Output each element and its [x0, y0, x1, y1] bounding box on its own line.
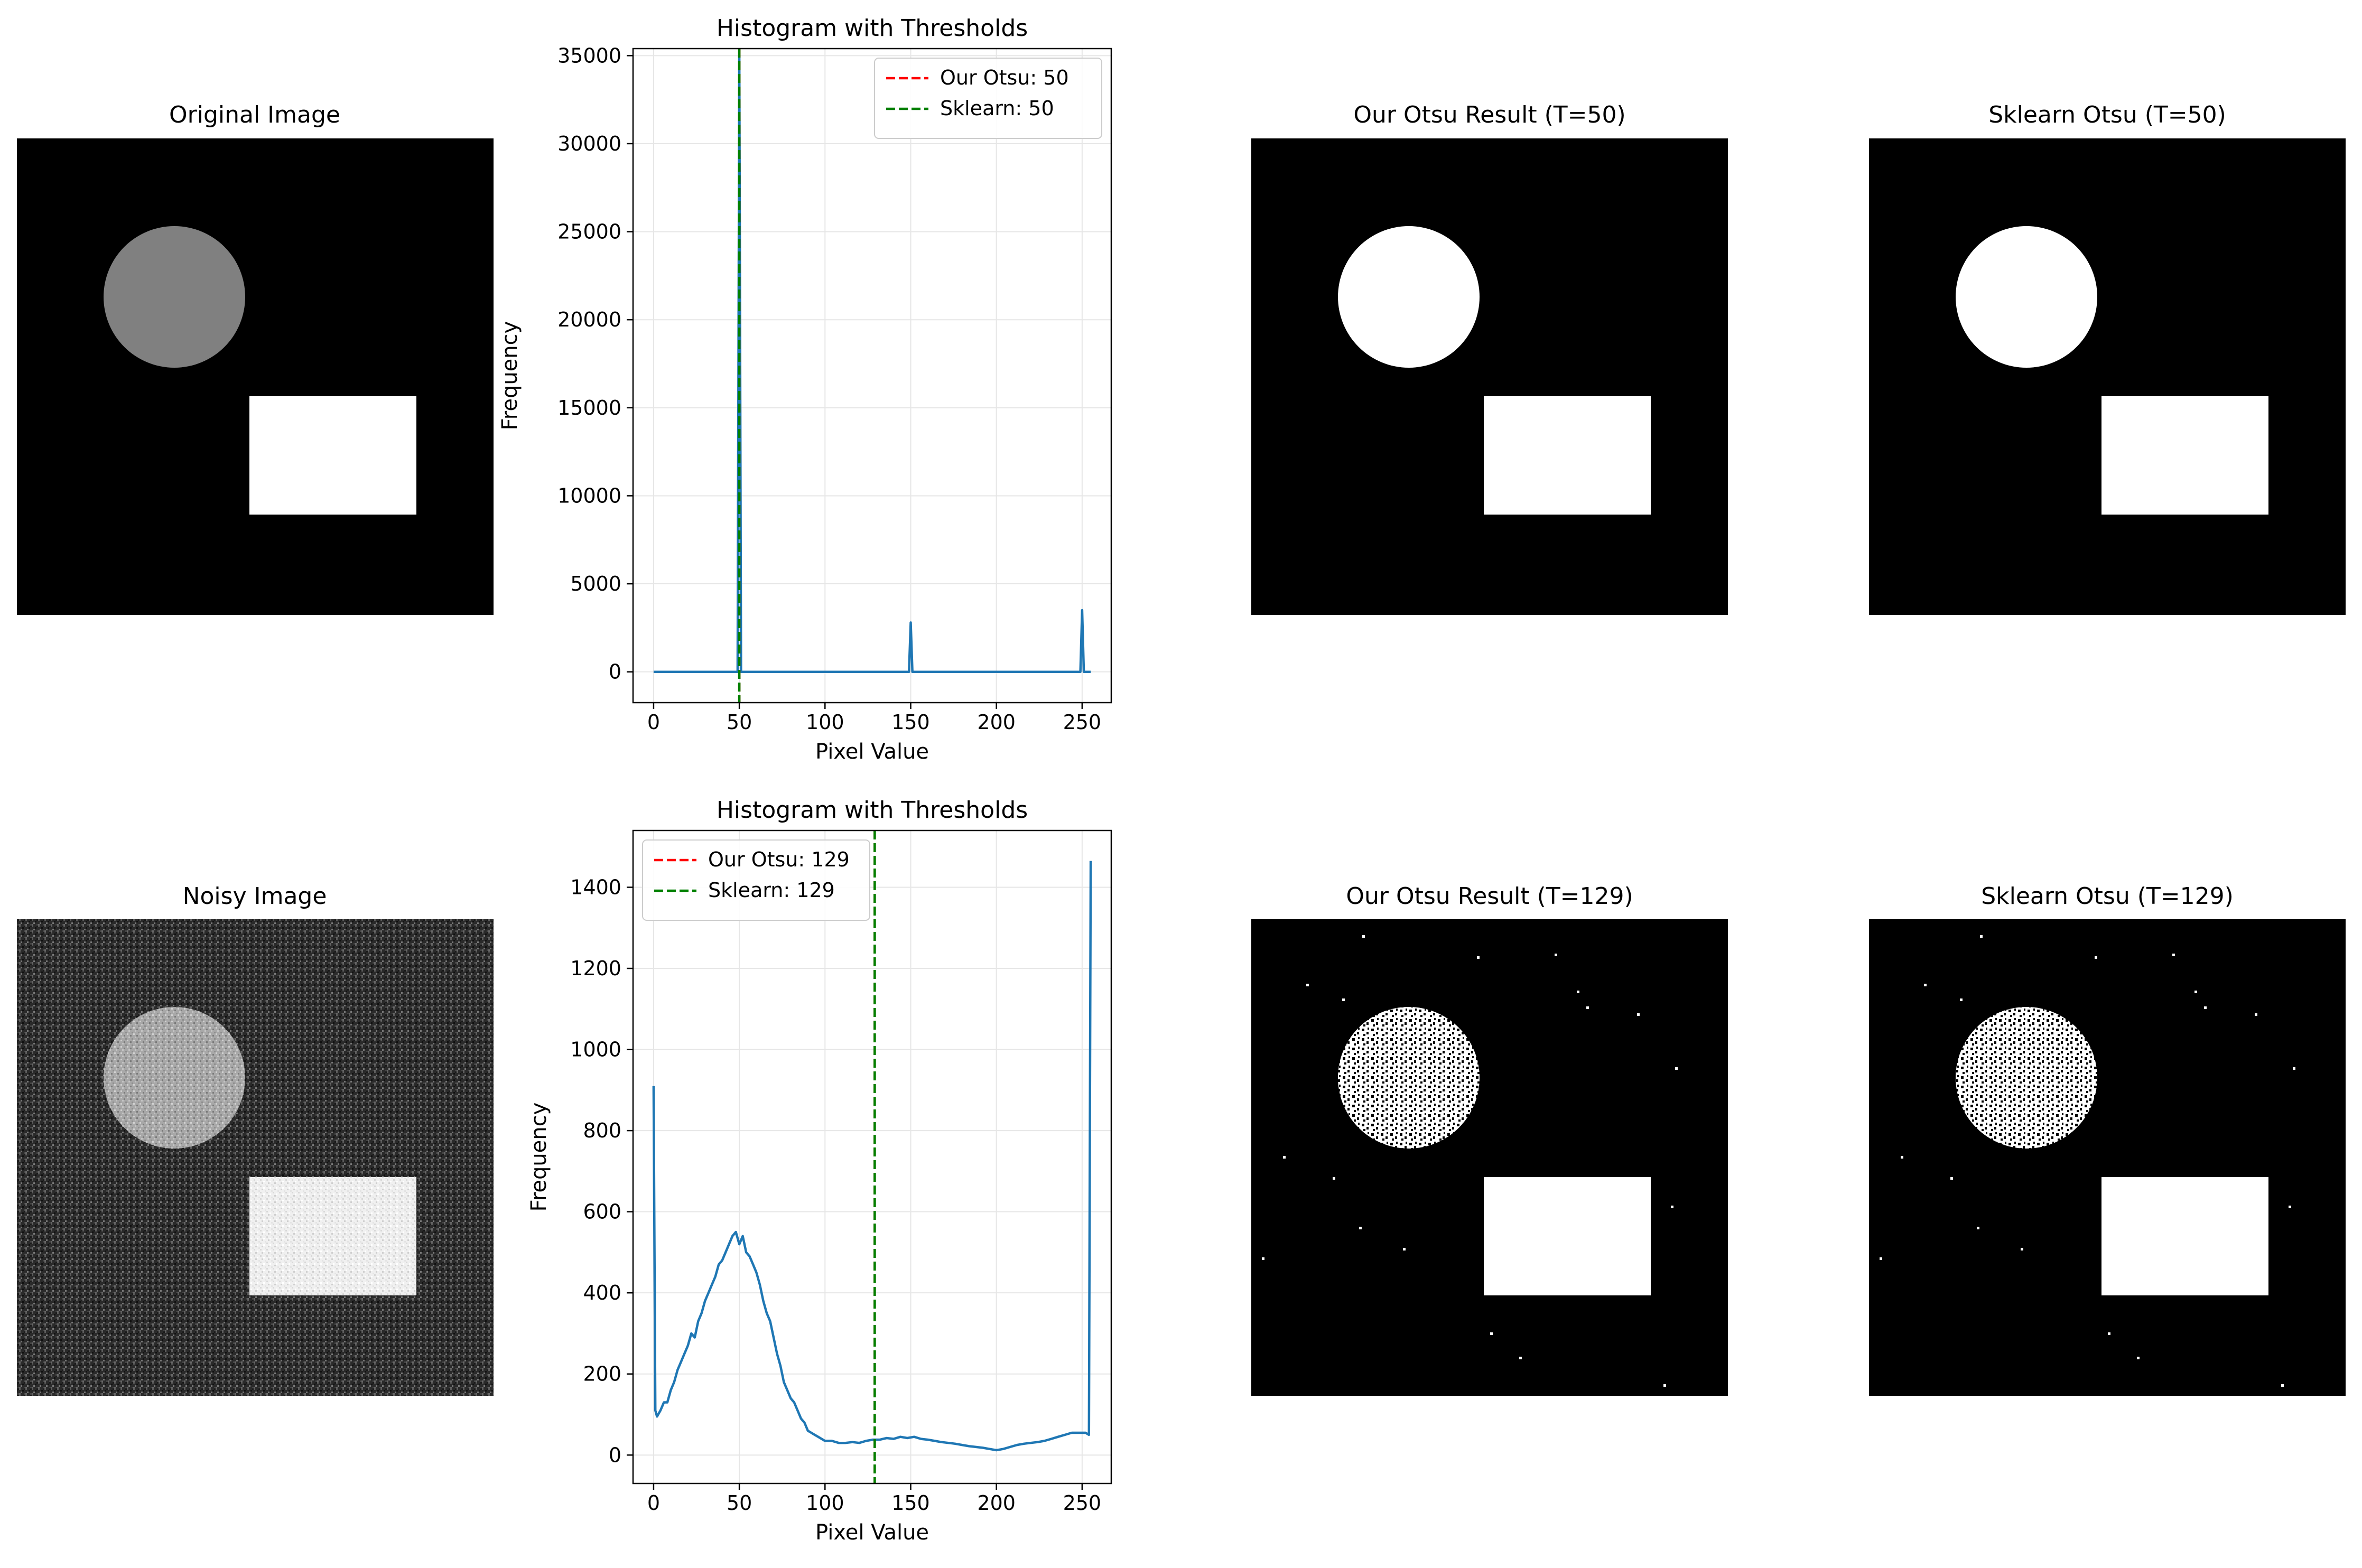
white-rectangle	[1484, 1177, 1651, 1295]
legend-label: Our Otsu: 50	[940, 66, 1069, 89]
white-rectangle	[2101, 396, 2268, 515]
noise-dots	[1262, 935, 1678, 1387]
y-tick-label: 400	[583, 1281, 621, 1304]
legend-label: Sklearn: 50	[940, 97, 1054, 120]
chart-title: Histogram with Thresholds	[717, 15, 1028, 42]
x-axis-label: Pixel Value	[815, 740, 929, 764]
panel-original-image: Original Image	[17, 101, 494, 615]
ours-result-title: Our Otsu Result (T=50)	[1353, 101, 1625, 128]
x-tick-label: 200	[977, 1491, 1016, 1515]
y-tick-label: 200	[583, 1362, 621, 1386]
histogram-chart-row2: Histogram with Thresholds 0 50 100 150 200 250…	[527, 797, 1112, 1545]
panel-sklearn-row1: Sklearn Otsu (T=50)	[1869, 101, 2346, 615]
x-tick-label: 50	[727, 711, 752, 734]
y-tick-label: 10000	[557, 484, 621, 507]
legend: Our Otsu: 129 Sklearn: 129	[642, 839, 870, 921]
y-tick-label: 0	[609, 1443, 621, 1467]
panel-ours-row1: Our Otsu Result (T=50)	[1251, 101, 1728, 615]
ours-result-title: Our Otsu Result (T=129)	[1346, 883, 1633, 910]
y-tick-label: 0	[609, 660, 621, 684]
x-tick-label: 150	[891, 1491, 930, 1515]
legend-label: Sklearn: 129	[708, 879, 835, 902]
legend: Our Otsu: 50 Sklearn: 50	[874, 58, 1102, 139]
y-tick-label: 25000	[557, 220, 621, 244]
white-rectangle	[2101, 1177, 2268, 1295]
x-tick-label: 200	[977, 711, 1016, 734]
y-tick-label: 35000	[557, 44, 621, 67]
x-tick-label: 100	[806, 711, 844, 734]
panel-sklearn-row2: Sklearn Otsu (T=129)	[1869, 883, 2346, 1396]
white-circle	[1956, 226, 2097, 368]
legend-box	[642, 839, 870, 921]
x-tick-label: 0	[647, 711, 660, 734]
x-tick-label: 0	[647, 1491, 660, 1515]
y-axis-label: Frequency	[498, 321, 522, 431]
y-tick-label: 5000	[570, 572, 621, 595]
legend-label: Our Otsu: 129	[708, 848, 850, 871]
y-tick-label: 15000	[557, 396, 621, 419]
histogram-line	[653, 54, 1091, 673]
x-tick-label: 50	[727, 1491, 752, 1515]
gray-circle	[104, 226, 245, 368]
chart-title: Histogram with Thresholds	[717, 797, 1028, 824]
y-tick-label: 800	[583, 1119, 621, 1142]
y-tick-label: 1200	[570, 957, 621, 980]
y-tick-label: 1400	[570, 875, 621, 899]
histogram-chart-row1: Histogram with Thresholds 0 50 100 150 200 250…	[498, 15, 1112, 764]
y-tick-label: 1000	[570, 1038, 621, 1061]
x-axis-label: Pixel Value	[815, 1520, 929, 1545]
x-tick-label: 250	[1063, 711, 1102, 734]
white-rectangle	[1484, 396, 1651, 515]
y-axis-label: Frequency	[527, 1103, 551, 1212]
white-rectangle	[249, 396, 416, 515]
x-tick-label: 150	[891, 711, 930, 734]
legend-box	[874, 58, 1102, 139]
sklearn-result-title: Sklearn Otsu (T=50)	[1988, 101, 2226, 128]
panel-noisy-image: Noisy Image	[17, 883, 494, 1396]
y-tick-label: 20000	[557, 308, 621, 331]
plot-frame	[632, 829, 1112, 1485]
noisy-image-title: Noisy Image	[183, 883, 327, 910]
white-circle	[1338, 226, 1480, 368]
histogram-line	[652, 861, 1092, 1452]
plot-frame	[632, 48, 1112, 704]
noise-dots	[1880, 935, 2295, 1387]
sklearn-result-title: Sklearn Otsu (T=129)	[1981, 883, 2234, 910]
x-tick-label: 250	[1063, 1491, 1102, 1515]
original-image-title: Original Image	[169, 101, 340, 128]
noisy-rectangle	[249, 1177, 416, 1295]
y-tick-label: 600	[583, 1200, 621, 1224]
panel-ours-row2: Our Otsu Result (T=129)	[1251, 883, 1728, 1396]
y-tick-label: 30000	[557, 132, 621, 155]
speckled-circle	[1956, 1007, 2097, 1149]
speckled-circle	[1338, 1007, 1480, 1149]
x-tick-label: 100	[806, 1491, 844, 1515]
noisy-circle	[104, 1007, 245, 1149]
